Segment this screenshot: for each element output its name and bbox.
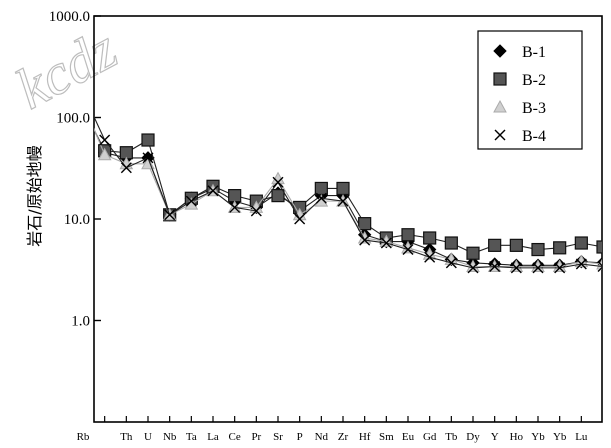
data-point (314, 181, 328, 196)
y-tick-label: 1.0 (71, 314, 90, 330)
x-tick-label: P (297, 431, 303, 443)
data-point (401, 228, 415, 242)
data-point (358, 217, 372, 231)
data-point (466, 259, 480, 273)
data-point (229, 201, 241, 213)
x-tick-label: Yb (553, 431, 567, 443)
data-point (141, 133, 155, 147)
data-point (553, 241, 567, 255)
data-point (532, 262, 544, 274)
y-axis-label: 岩石/原始地幔 (25, 145, 44, 246)
x-tick-label: Sr (273, 431, 283, 443)
y-tick-label: 100.0 (56, 111, 90, 127)
x-tick-label: Hf (359, 431, 371, 443)
x-tick-label: Ho (510, 431, 524, 443)
data-point (359, 234, 371, 246)
data-point (337, 195, 349, 207)
data-point (315, 192, 327, 204)
data-point (271, 189, 285, 203)
data-point (444, 236, 458, 250)
data-point (402, 244, 414, 256)
x-tick-label: Th (120, 431, 133, 443)
data-point (531, 259, 545, 273)
data-point (552, 259, 567, 273)
x-tick-label: Lu (575, 431, 588, 443)
data-point (597, 261, 602, 273)
data-point (596, 240, 602, 254)
data-point (489, 261, 501, 273)
series-B-4 (94, 115, 602, 274)
data-point (228, 189, 242, 203)
x-tick-label: Pr (251, 431, 261, 443)
data-point (467, 262, 479, 274)
data-point (509, 238, 523, 252)
data-point (185, 195, 197, 207)
data-point (488, 238, 502, 252)
legend-label: B-4 (522, 128, 546, 145)
data-point (272, 176, 284, 188)
data-point (574, 236, 588, 250)
data-point (380, 237, 392, 249)
legend: B-1 B-2 B-3 B-4 (477, 30, 583, 150)
data-point (445, 257, 457, 269)
data-point (509, 259, 524, 273)
x-tick-label: U (144, 431, 152, 443)
data-point (575, 258, 587, 270)
y-tick-label: 1000.0 (49, 9, 90, 25)
data-point (423, 231, 437, 245)
x-tick-label: Yb (531, 431, 545, 443)
data-point (554, 262, 566, 274)
legend-label: B-1 (522, 44, 546, 61)
data-point (424, 251, 436, 263)
data-point (531, 242, 545, 257)
data-point (510, 262, 522, 274)
data-point (142, 152, 154, 164)
watermark-text: kcdz (6, 16, 128, 122)
data-point (164, 209, 176, 221)
x-tick-label: Ce (229, 431, 241, 443)
x-tick-label: Sm (379, 431, 394, 443)
data-point (271, 171, 285, 185)
x-tick-label: Zr (338, 431, 349, 443)
data-point (207, 185, 219, 197)
data-point (250, 205, 262, 217)
x-tick-label: Dy (466, 431, 480, 443)
data-point (294, 213, 306, 225)
x-tick-label: La (207, 431, 219, 443)
legend-marker (493, 99, 507, 113)
x-tick-label: Gd (423, 431, 437, 443)
legend-marker (494, 129, 506, 141)
x-tick-label: Y (491, 431, 499, 443)
x-tick-label: Eu (402, 431, 415, 443)
plot-layer: 1000.0 100.0 10.0 1.0 Rb Th U Nb Ta La Ce Pr Sr P Nd Zr… (49, 9, 603, 443)
legend-label: B-2 (522, 72, 546, 89)
x-tick-label: Rb (77, 431, 90, 443)
legend-marker (493, 72, 507, 86)
x-tick-label: Nb (163, 431, 177, 443)
data-point (97, 147, 112, 161)
data-point (336, 181, 350, 196)
legend-marker (493, 44, 507, 58)
x-tick-label: Ta (186, 431, 197, 443)
y-tick-label: 10.0 (64, 212, 90, 228)
x-tick-label: Tb (445, 431, 458, 443)
data-point (120, 162, 132, 174)
data-point (99, 134, 111, 146)
x-tick-label: Nd (315, 431, 329, 443)
legend-label: B-3 (522, 100, 546, 117)
data-point (466, 246, 480, 260)
